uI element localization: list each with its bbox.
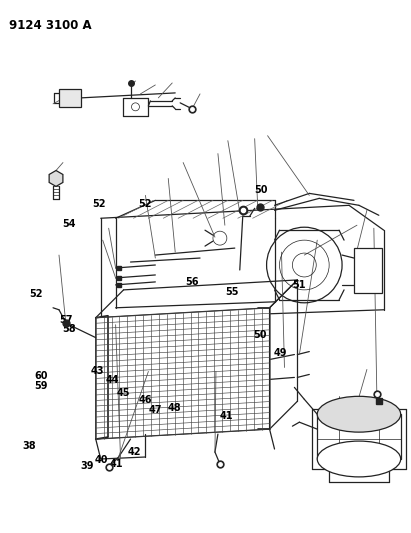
Text: 44: 44 <box>106 375 119 385</box>
Text: 56: 56 <box>186 277 199 287</box>
Text: 43: 43 <box>90 366 104 376</box>
Text: 55: 55 <box>225 287 239 297</box>
Text: 54: 54 <box>62 219 76 229</box>
Text: 58: 58 <box>62 324 76 334</box>
Text: 51: 51 <box>292 280 305 290</box>
Text: 59: 59 <box>35 381 48 391</box>
Text: 9124 3100 A: 9124 3100 A <box>9 19 92 33</box>
Text: 40: 40 <box>95 455 108 464</box>
Ellipse shape <box>317 441 401 477</box>
Text: 42: 42 <box>127 447 141 457</box>
Text: 50: 50 <box>254 184 268 195</box>
Polygon shape <box>96 308 270 439</box>
Polygon shape <box>49 171 63 187</box>
Ellipse shape <box>317 397 401 432</box>
Text: 57: 57 <box>59 314 73 325</box>
Bar <box>59 89 81 107</box>
Text: 50: 50 <box>254 330 267 341</box>
Text: 38: 38 <box>23 441 36 451</box>
Text: 48: 48 <box>168 403 182 413</box>
Text: 52: 52 <box>30 288 43 298</box>
Text: 39: 39 <box>81 461 94 471</box>
Text: 52: 52 <box>92 199 106 209</box>
Text: 41: 41 <box>219 411 233 421</box>
Text: 52: 52 <box>139 199 152 209</box>
Text: 47: 47 <box>149 405 162 415</box>
Text: 46: 46 <box>139 395 152 405</box>
Text: 45: 45 <box>116 387 130 398</box>
Text: 41: 41 <box>110 459 123 469</box>
Bar <box>354 248 382 293</box>
Text: 60: 60 <box>35 372 48 381</box>
Text: 49: 49 <box>274 348 288 358</box>
